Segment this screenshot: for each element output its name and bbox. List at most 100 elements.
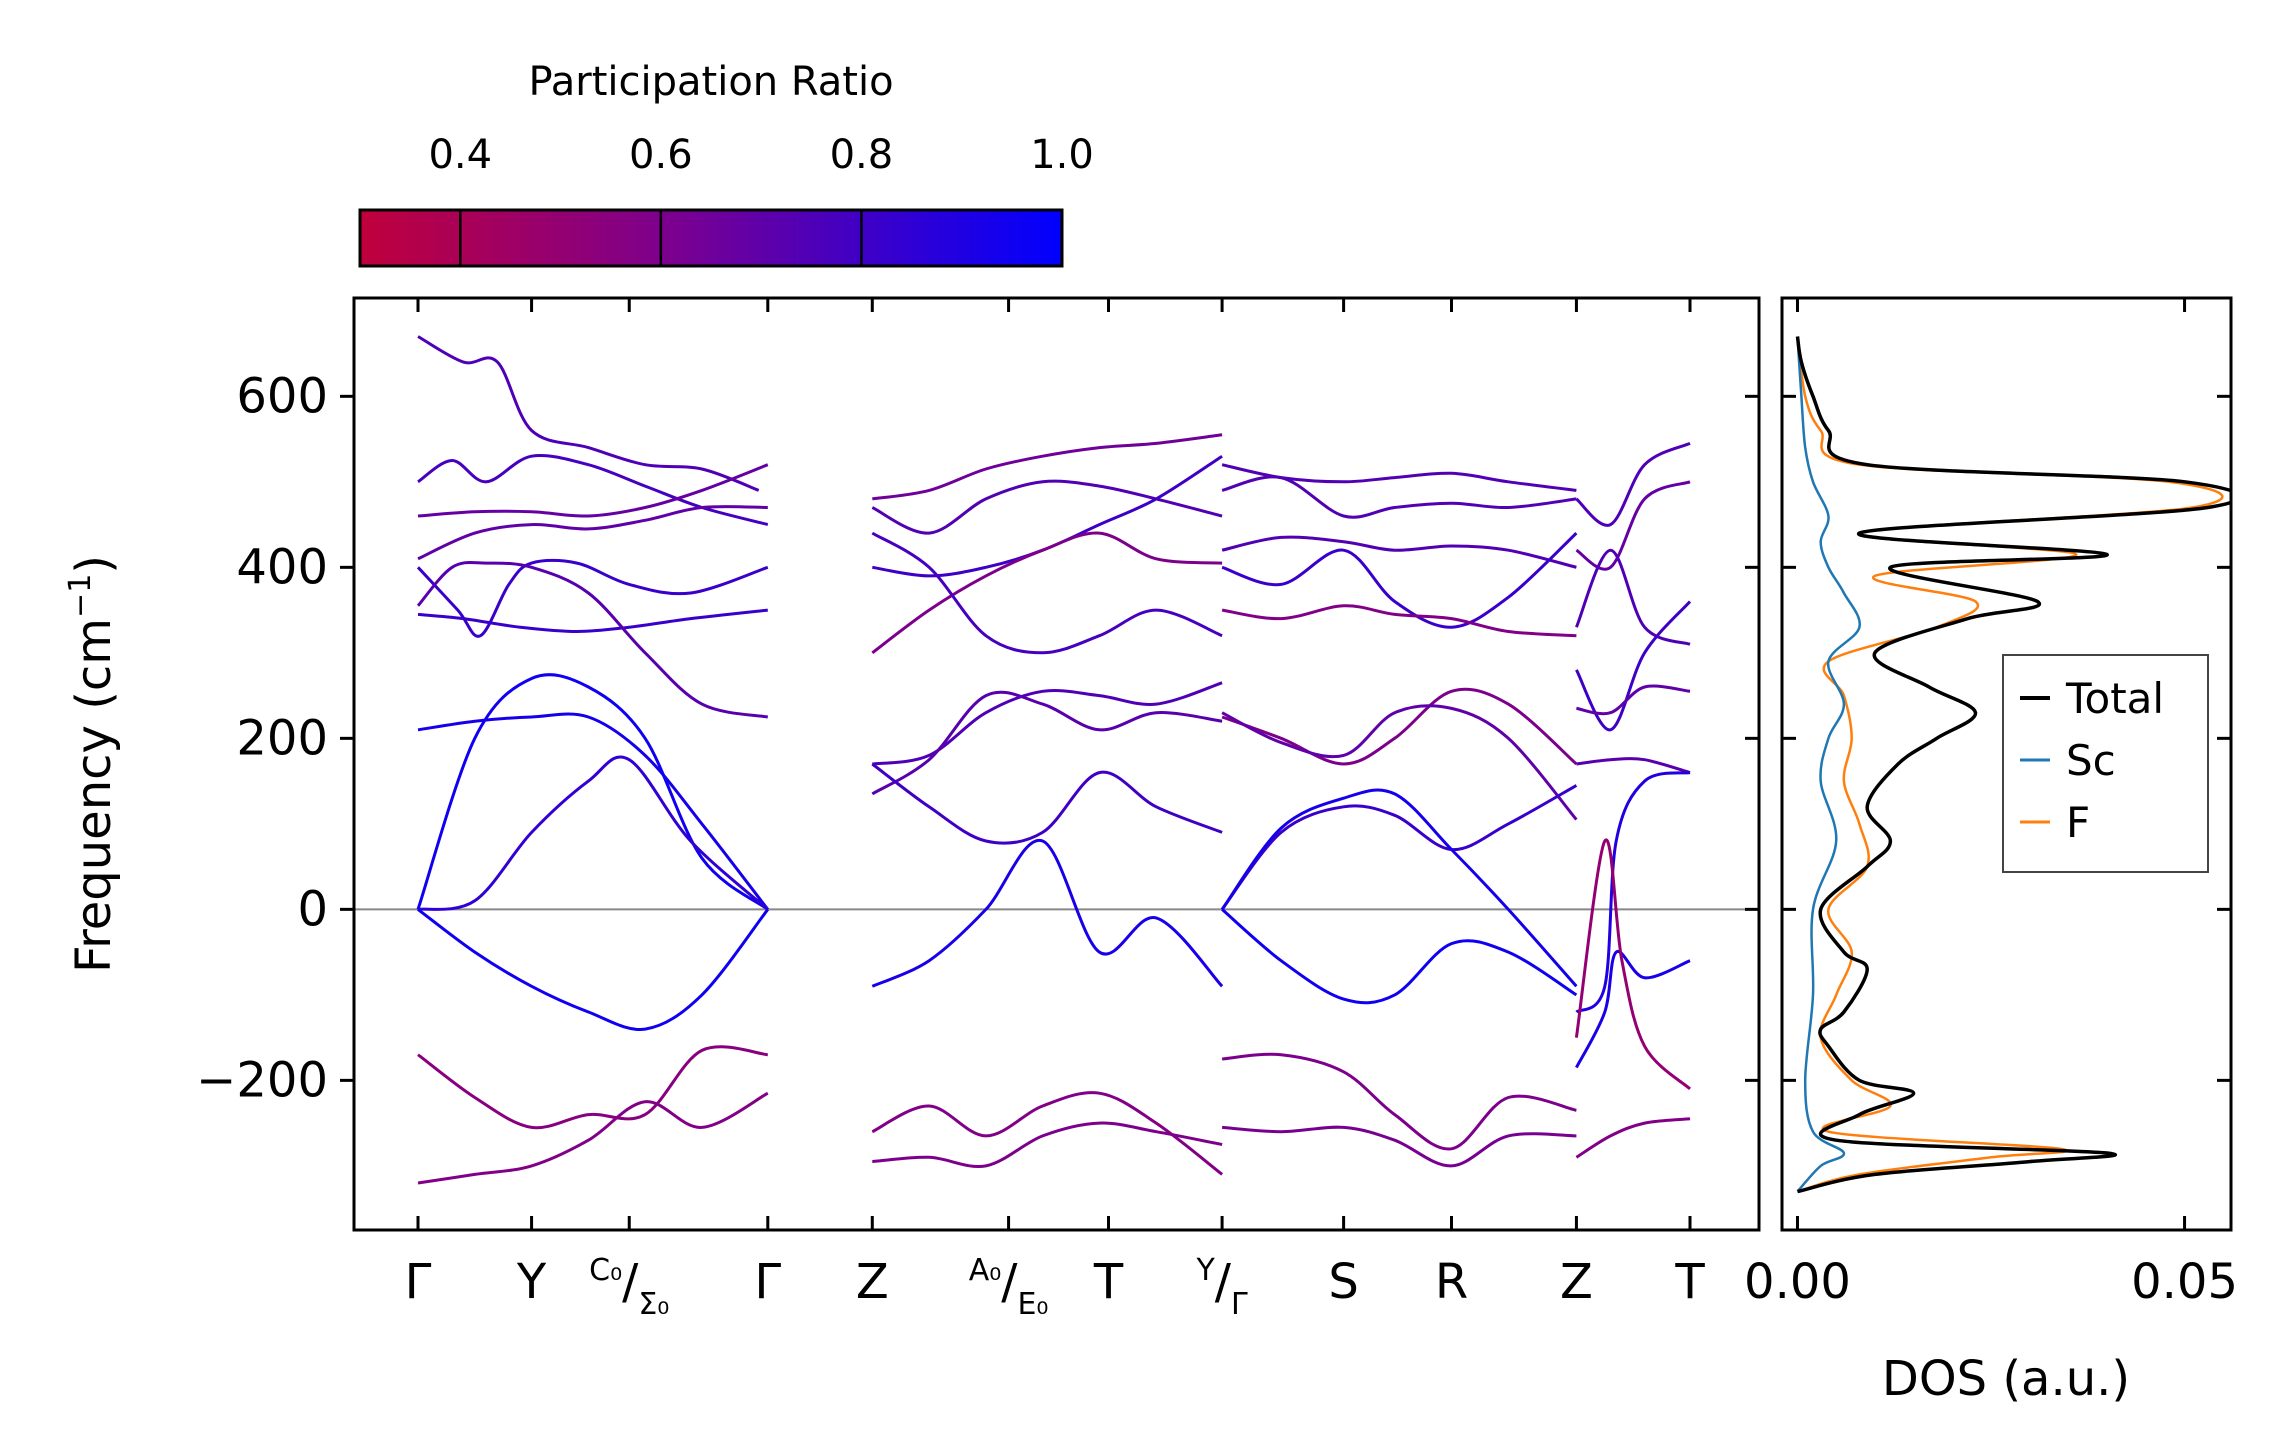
band-line-43 xyxy=(1575,950,1691,1069)
k-label: S xyxy=(1328,1254,1358,1310)
k-label-sub: E₀ xyxy=(1017,1287,1048,1322)
colorbar-tick-label: 0.4 xyxy=(428,132,492,178)
band-line-45 xyxy=(1575,1117,1691,1159)
k-label: T xyxy=(1674,1254,1705,1310)
k-label-slash: / xyxy=(622,1254,639,1310)
dos-y-ticks xyxy=(1782,394,2231,1082)
band-line-36 xyxy=(1575,442,1691,527)
k-label-slash: / xyxy=(1215,1254,1232,1310)
dos-line-f xyxy=(1796,336,2224,1193)
band-line-7 xyxy=(417,712,769,911)
y-tick-label: 200 xyxy=(236,710,328,766)
k-label-sup: Y xyxy=(1195,1253,1215,1288)
y-axis-label: Frequency (cm−1) xyxy=(63,555,122,973)
colorbar-tick-label: 0.6 xyxy=(629,132,693,178)
band-line-37 xyxy=(1575,480,1691,571)
k-label: Y xyxy=(516,1254,547,1310)
legend-frame xyxy=(2002,654,2209,873)
band-line-23 xyxy=(872,1121,1223,1169)
band-line-40 xyxy=(1576,684,1691,716)
k-label-composite: C₀/Σ₀ xyxy=(589,1253,669,1322)
dos-x-ticks: 0.00 0.05 xyxy=(1744,298,2238,1310)
band-line-5 xyxy=(417,608,768,634)
band-line-16 xyxy=(871,531,1223,655)
y-axis-label-main: Frequency (cm xyxy=(66,618,122,973)
band-line-33 xyxy=(1221,908,1578,1005)
band-line-42 xyxy=(1575,771,1691,1014)
colorbar-label: Participation Ratio xyxy=(528,59,893,105)
main-x-ticks: Γ Y C₀/Σ₀ Γ Z A₀/E₀ T Y/Γ S R Z T xyxy=(405,298,1705,1322)
band-line-19 xyxy=(871,690,1223,796)
y-tick-label: 600 xyxy=(236,368,328,424)
colorbar-gradient xyxy=(358,208,1064,268)
band-line-2 xyxy=(417,463,769,518)
band-line-41 xyxy=(1576,757,1691,775)
band-line-17 xyxy=(871,531,1223,655)
band-line-8 xyxy=(416,673,769,911)
band-line-18 xyxy=(872,681,1223,766)
band-line-13 xyxy=(872,433,1223,501)
band-line-20 xyxy=(871,762,1223,845)
dos-panel: 0.00 0.05 DOS (a.u.) Total Sc F xyxy=(1744,296,2238,1407)
band-line-25 xyxy=(1221,475,1577,519)
k-label: Z xyxy=(856,1254,889,1310)
legend-label-sc: Sc xyxy=(2066,736,2116,785)
y-tick-label: 400 xyxy=(236,539,328,595)
k-label: Γ xyxy=(754,1254,781,1310)
band-line-35 xyxy=(1221,1125,1577,1168)
dos-legend: Total Sc F xyxy=(2002,654,2209,873)
band-line-29 xyxy=(1221,687,1578,766)
band-line-31 xyxy=(1220,784,1578,911)
k-label-sub: Γ xyxy=(1231,1287,1248,1322)
legend-label-total: Total xyxy=(2065,674,2164,723)
band-line-38 xyxy=(1575,548,1691,646)
k-label: R xyxy=(1435,1254,1468,1310)
bands-group xyxy=(416,335,1692,1185)
k-label-composite: Y/Γ xyxy=(1195,1253,1248,1322)
band-line-12 xyxy=(417,1091,769,1185)
band-line-1 xyxy=(417,454,769,527)
band-line-15 xyxy=(872,454,1223,578)
colorbar-ticks: 0.4 0.6 0.8 1.0 xyxy=(428,132,1094,266)
band-line-44 xyxy=(1574,838,1692,1091)
band-line-39 xyxy=(1575,600,1692,732)
band-line-22 xyxy=(871,1091,1224,1176)
legend-label-f: F xyxy=(2066,798,2090,847)
k-label-slash: / xyxy=(1001,1254,1018,1310)
k-label-sup: C₀ xyxy=(589,1253,622,1288)
band-line-10 xyxy=(417,908,769,1031)
k-label: T xyxy=(1093,1254,1124,1310)
y-axis-label-sup: −1 xyxy=(63,574,98,618)
main-axes-frame xyxy=(352,296,1761,1232)
colorbar: Participation Ratio 0.4 0.6 0.8 1.0 xyxy=(358,59,1094,268)
dos-x-tick-label: 0.00 xyxy=(1744,1254,1851,1310)
colorbar-tick-label: 0.8 xyxy=(830,132,894,178)
dos-line-sc xyxy=(1796,336,1861,1193)
dos-axes-frame xyxy=(1780,296,2233,1232)
k-label-sup: A₀ xyxy=(969,1253,1002,1288)
band-line-9 xyxy=(417,755,769,911)
band-line-14 xyxy=(871,479,1223,535)
y-axis-label-close: ) xyxy=(66,555,122,574)
band-line-3 xyxy=(417,505,768,561)
k-label-composite: A₀/E₀ xyxy=(969,1253,1049,1322)
main-y-ticks: −200 0 200 400 600 xyxy=(196,368,1759,1108)
band-line-27 xyxy=(1221,532,1578,629)
y-tick-label: −200 xyxy=(196,1052,328,1108)
band-line-21 xyxy=(871,839,1224,988)
band-line-26 xyxy=(1221,535,1577,569)
k-label-sub: Σ₀ xyxy=(638,1287,669,1322)
band-line-4 xyxy=(416,558,769,638)
k-label: Γ xyxy=(405,1254,432,1310)
band-line-11 xyxy=(417,1045,768,1130)
dos-x-tick-label: 0.05 xyxy=(2131,1254,2238,1310)
band-line-34 xyxy=(1221,1052,1577,1151)
band-line-6 xyxy=(416,561,769,719)
band-line-28 xyxy=(1221,604,1577,638)
y-tick-label: 0 xyxy=(297,881,328,937)
dos-x-axis-label: DOS (a.u.) xyxy=(1882,1351,2130,1407)
band-line-0 xyxy=(417,335,760,492)
colorbar-tick-label: 1.0 xyxy=(1030,132,1094,178)
